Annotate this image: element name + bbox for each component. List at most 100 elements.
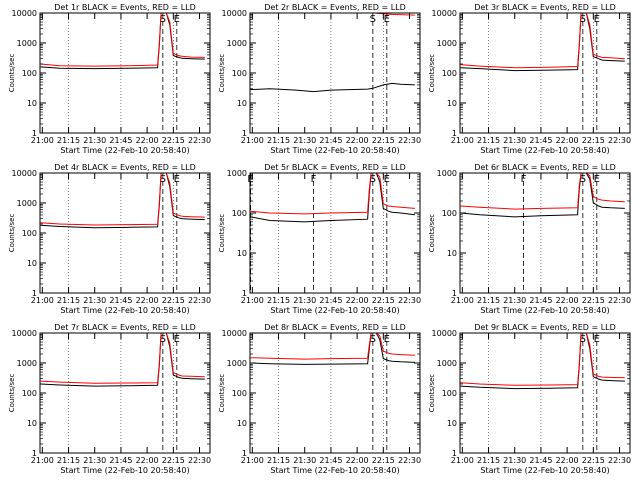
marker-label: S xyxy=(160,14,166,25)
plot-frame xyxy=(459,332,631,454)
y-tick-label: 100 xyxy=(22,69,37,78)
y-axis-label: Counts/sec xyxy=(8,214,16,253)
x-tick-label: 22:15 xyxy=(582,136,605,145)
y-axis-label: Counts/sec xyxy=(218,214,226,253)
x-tick-label: 21:45 xyxy=(109,136,132,145)
x-tick-label: 22:15 xyxy=(162,456,185,465)
x-axis-label: Start Time (22-Feb-10 20:58:40) xyxy=(480,306,609,315)
x-tick-label: 21:00 xyxy=(451,456,474,465)
chart-panel-8: Det 8r BLACK = Events, RED = LLD S E 1 10 100… xyxy=(218,323,421,475)
series-line-events xyxy=(460,172,625,218)
y-tick-label: 10 xyxy=(27,419,37,428)
chart-panel-3: Det 3r BLACK = Events, RED = LLD S E 1 10 100… xyxy=(428,3,631,155)
x-tick-label: 21:30 xyxy=(503,136,526,145)
y-tick-label: 100 xyxy=(22,229,37,238)
y-tick-label: 10 xyxy=(237,419,247,428)
x-tick-label: 21:30 xyxy=(503,456,526,465)
y-tick-label: 10 xyxy=(447,249,457,258)
x-tick-label: 22:15 xyxy=(162,296,185,305)
y-tick-label: 1000 xyxy=(227,169,247,178)
plot-frame xyxy=(459,172,631,294)
y-tick-label: 100 xyxy=(442,389,457,398)
x-tick-label: 22:30 xyxy=(398,296,421,305)
y-tick-label: 10 xyxy=(237,99,247,108)
y-axis-label: Counts/sec xyxy=(428,54,436,93)
x-axis-label: Start Time (22-Feb-10 20:58:40) xyxy=(270,146,399,155)
series-line-events xyxy=(250,172,415,223)
x-tick-label: 21:45 xyxy=(529,136,552,145)
x-tick-label: 21:15 xyxy=(57,456,80,465)
y-tick-label: 10 xyxy=(447,419,457,428)
y-axis-label: Counts/sec xyxy=(428,374,436,413)
x-tick-label: 21:15 xyxy=(477,136,500,145)
marker-label: S xyxy=(160,174,166,185)
y-tick-label: 1000 xyxy=(227,359,247,368)
x-tick-label: 21:15 xyxy=(477,296,500,305)
y-tick-label: 1 xyxy=(452,129,457,138)
x-tick-label: 22:30 xyxy=(608,136,631,145)
series-line-events xyxy=(40,172,205,229)
marker-label: S xyxy=(580,14,586,25)
marker-label: E xyxy=(384,334,390,345)
x-tick-label: 21:30 xyxy=(83,456,106,465)
marker-label: S xyxy=(370,14,376,25)
y-tick-label: 1 xyxy=(452,449,457,458)
chart-title: Det 2r BLACK = Events, RED = LLD xyxy=(264,3,406,12)
x-tick-label: 21:30 xyxy=(83,296,106,305)
marker-label: S xyxy=(580,174,586,185)
x-tick-label: 22:15 xyxy=(582,456,605,465)
chart-title: Det 3r BLACK = Events, RED = LLD xyxy=(474,3,616,12)
y-tick-label: 10000 xyxy=(12,329,37,338)
y-tick-label: 10000 xyxy=(432,329,457,338)
x-tick-label: 21:30 xyxy=(293,136,316,145)
chart-panel-6: Det 6r BLACK = Events, RED = LLD S E F 1 10 10… xyxy=(428,163,631,315)
y-tick-label: 1000 xyxy=(437,39,457,48)
x-tick-label: 21:00 xyxy=(31,296,54,305)
series-line-events xyxy=(250,332,415,365)
x-tick-label: 22:00 xyxy=(556,456,579,465)
marker-label: E xyxy=(594,334,600,345)
chart-panel-2: Det 2r BLACK = Events, RED = LLD S E 1 10 100… xyxy=(218,3,421,155)
chart-panel-9: Det 9r BLACK = Events, RED = LLD S E 1 10 100… xyxy=(428,323,631,475)
x-tick-label: 22:15 xyxy=(582,296,605,305)
marker-label: E xyxy=(174,14,180,25)
x-tick-label: 22:00 xyxy=(556,296,579,305)
series-line-lld xyxy=(250,172,415,215)
x-tick-label: 22:00 xyxy=(556,136,579,145)
y-tick-label: 100 xyxy=(232,389,247,398)
y-tick-label: 10 xyxy=(27,99,37,108)
x-tick-label: 22:00 xyxy=(346,456,369,465)
x-axis-label: Start Time (22-Feb-10 20:58:40) xyxy=(60,306,189,315)
y-tick-label: 10000 xyxy=(12,169,37,178)
x-tick-label: 21:15 xyxy=(267,296,290,305)
y-axis-label: Counts/sec xyxy=(218,374,226,413)
y-tick-label: 100 xyxy=(232,209,247,218)
x-tick-label: 21:15 xyxy=(267,136,290,145)
chart-title: Det 7r BLACK = Events, RED = LLD xyxy=(54,323,196,332)
marker-label: E xyxy=(384,14,390,25)
chart-title: Det 9r BLACK = Events, RED = LLD xyxy=(474,323,616,332)
x-tick-label: 21:30 xyxy=(293,456,316,465)
plot-frame xyxy=(39,172,211,294)
series-line-lld xyxy=(40,332,205,384)
plot-frame xyxy=(39,332,211,454)
chart-panel-1: Det 1r BLACK = Events, RED = LLD S E 1 10 100… xyxy=(8,3,211,155)
x-tick-label: 22:30 xyxy=(188,296,211,305)
y-axis-label: Counts/sec xyxy=(8,374,16,413)
y-tick-label: 100 xyxy=(22,389,37,398)
y-tick-label: 1000 xyxy=(227,39,247,48)
y-tick-label: 10000 xyxy=(222,329,247,338)
x-tick-label: 21:00 xyxy=(31,136,54,145)
y-tick-label: 1 xyxy=(452,289,457,298)
chart-title: Det 1r BLACK = Events, RED = LLD xyxy=(54,3,196,12)
x-axis-label: Start Time (22-Feb-10 20:58:40) xyxy=(270,466,399,475)
chart-title: Det 5r BLACK = Events, RED = LLD xyxy=(264,163,406,172)
marker-label: E xyxy=(174,334,180,345)
x-tick-label: 22:30 xyxy=(608,296,631,305)
x-tick-label: 22:00 xyxy=(136,456,159,465)
marker-label: F xyxy=(521,174,527,185)
marker-label: S xyxy=(580,334,586,345)
plot-frame xyxy=(249,172,421,294)
